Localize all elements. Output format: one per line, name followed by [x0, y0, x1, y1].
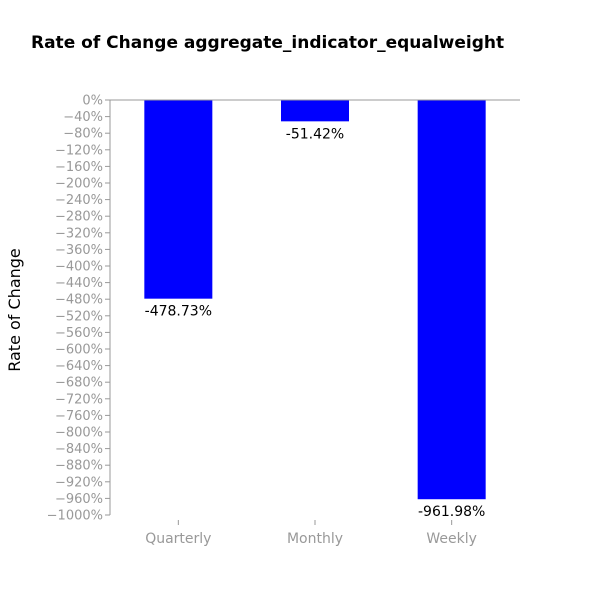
y-tick-label: −320% [55, 226, 103, 241]
y-tick-label: −560% [55, 326, 103, 341]
bar-weekly [417, 100, 486, 500]
y-tick-label: −640% [55, 359, 103, 374]
y-tick-label: −720% [55, 392, 103, 407]
y-tick-label: −840% [55, 442, 103, 457]
y-tick-label: −600% [55, 343, 103, 358]
y-tick-label: −360% [55, 243, 103, 258]
y-tick-label: −400% [55, 260, 103, 275]
y-tick-label: −200% [55, 177, 103, 192]
y-tick-label: −800% [55, 426, 103, 441]
y-axis-title: Rate of Change [5, 248, 24, 372]
data-label: -478.73% [145, 304, 212, 320]
bar-monthly [281, 100, 349, 122]
y-tick-label: −80% [63, 127, 103, 142]
data-label: -51.42% [286, 126, 344, 142]
y-tick-label: −120% [55, 143, 103, 158]
axis-layer: 0%−40% −80%−120% −160% −200%−240% −280%−320%… [47, 94, 520, 547]
y-tick-label: −520% [55, 309, 103, 324]
labels-layer: -478.73% -51.42% -961.98% [145, 126, 486, 520]
data-label: -961.98% [418, 504, 485, 520]
bars-layer [144, 100, 486, 500]
y-tick-label: 0% [82, 94, 103, 109]
y-tick-label: −480% [55, 293, 103, 308]
y-tick-label: −240% [55, 193, 103, 208]
y-tick-label: −880% [55, 459, 103, 474]
y-tick-label: −760% [55, 409, 103, 424]
x-tick-label: Monthly [287, 531, 343, 547]
chart-title: Rate of Change aggregate_indicator_equal… [31, 33, 505, 53]
x-tick-label: Quarterly [145, 531, 211, 547]
y-tick-label: −40% [63, 110, 103, 125]
y-tick-label: −160% [55, 160, 103, 175]
y-tick-label: −960% [55, 492, 103, 507]
bar-quarterly [144, 100, 213, 299]
x-tick-label: Weekly [426, 531, 477, 547]
y-tick-label: −280% [55, 210, 103, 225]
y-tick-label: −440% [55, 276, 103, 291]
y-tick-label: −1000% [47, 509, 103, 524]
y-tick-label: −680% [55, 376, 103, 391]
y-tick-label: −920% [55, 475, 103, 490]
